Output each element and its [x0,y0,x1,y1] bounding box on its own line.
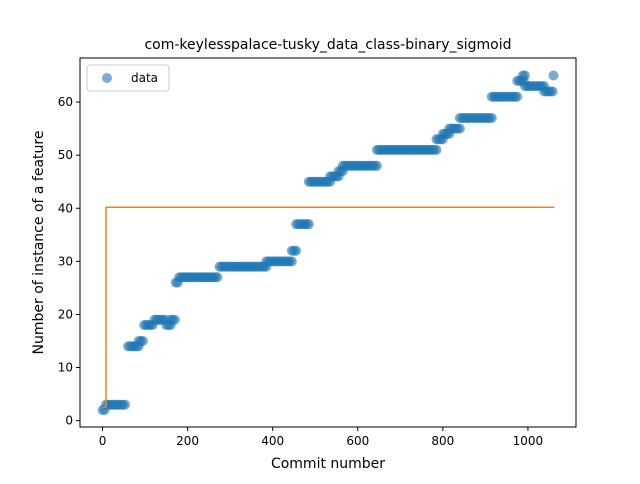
y-axis-label: Number of instance of a feature [31,131,47,355]
plot-area [97,70,559,416]
x-tick-label: 1000 [513,434,544,448]
data-point [547,86,558,97]
chart-title: com-keylesspalace-tusky_data_class-binar… [144,37,511,53]
legend-marker-data [102,73,112,83]
x-tick-label: 600 [346,434,369,448]
y-tick-label: 40 [58,201,73,215]
x-tick-label: 800 [431,434,454,448]
data-point [486,112,497,123]
data-point [519,70,530,81]
y-tick-label: 10 [58,361,73,375]
y-tick-label: 60 [58,95,73,109]
y-tick-label: 0 [65,414,73,428]
data-point [137,335,148,346]
y-axis: 0 10 20 30 40 50 60 [58,95,80,428]
series-data [97,70,559,416]
legend: data [86,64,170,92]
data-point [431,144,442,155]
x-tick-label: 400 [261,434,284,448]
data-point [371,160,382,171]
plot-marks [97,70,559,416]
data-point [286,256,297,267]
legend-box [86,64,170,92]
data-point [120,399,131,410]
data-point [303,219,314,230]
data-point [454,123,465,134]
data-point [512,91,523,102]
y-tick-label: 20 [58,307,73,321]
x-tick-label: 0 [99,434,107,448]
y-tick-label: 30 [58,254,73,268]
x-tick-label: 200 [176,434,199,448]
x-axis-label: Commit number [271,456,385,472]
legend-label-data: data [131,71,158,85]
y-tick-label: 50 [58,148,73,162]
data-point [291,245,302,256]
x-axis: 0 200 400 600 800 1000 [99,427,543,448]
data-point [548,70,559,81]
data-point [169,314,180,325]
axes-frame [79,57,577,428]
data-point [212,272,223,283]
series-fit-line [102,206,555,409]
